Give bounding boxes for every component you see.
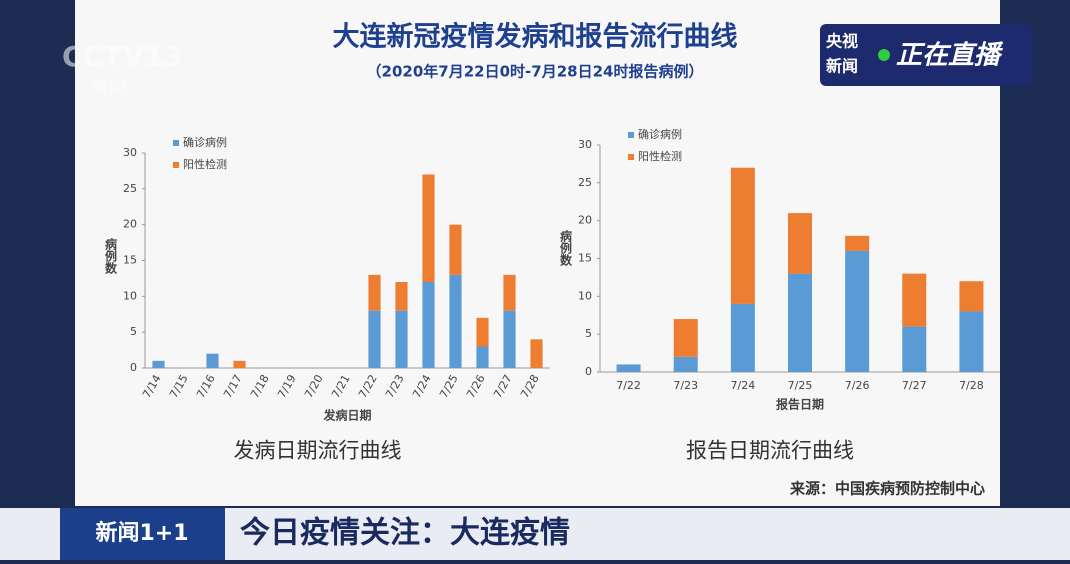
y-tick-label: 30 <box>578 138 592 151</box>
legend-label: 确诊病例 <box>183 135 227 149</box>
bar-segment <box>422 282 435 368</box>
bar-segment <box>616 364 641 372</box>
legend-swatch <box>173 140 179 146</box>
legend-swatch <box>628 132 634 138</box>
y-tick-label: 10 <box>123 289 137 302</box>
x-tick-label: 7/25 <box>788 379 813 392</box>
y-tick-label: 20 <box>578 214 592 227</box>
live-dot <box>878 49 890 61</box>
program-tag <box>60 508 225 560</box>
legend-swatch <box>173 162 179 168</box>
legend-label: 阳性检测 <box>183 157 227 171</box>
chart-caption: 发病日期流行曲线 <box>234 439 402 463</box>
y-axis-label: 病例数 <box>559 229 573 267</box>
bar-segment <box>503 274 516 311</box>
bar-segment <box>845 235 870 251</box>
bar-segment <box>206 353 219 368</box>
bar-segment <box>503 310 516 368</box>
bar-segment <box>476 346 489 368</box>
live-brand: 央视 <box>826 32 858 51</box>
bar-segment <box>449 274 462 368</box>
live-text: 正在直播 <box>896 41 1004 71</box>
bar-segment <box>673 319 698 357</box>
logo: CCTV13 <box>62 40 183 73</box>
y-tick-label: 15 <box>123 254 137 267</box>
bar-segment <box>959 281 984 312</box>
bar-segment <box>422 174 435 282</box>
bar-segment <box>395 282 408 311</box>
legend-label: 确诊病例 <box>638 127 682 141</box>
slide-subtitle: （2020年7月22日0时-7月28日24时报告病例） <box>367 63 704 81</box>
bar-segment <box>395 310 408 368</box>
x-axis-label: 发病日期 <box>322 408 371 423</box>
bar-segment <box>730 167 755 304</box>
y-axis-label: 病例数 <box>104 237 118 275</box>
bar-segment <box>902 273 927 327</box>
y-tick-label: 0 <box>130 361 137 374</box>
bar-segment <box>530 339 543 368</box>
live-brand: 新闻 <box>826 57 858 76</box>
bar-segment <box>959 311 984 372</box>
bar-segment <box>902 326 927 372</box>
bar-segment <box>845 250 870 372</box>
x-tick-label: 7/28 <box>959 379 984 392</box>
x-tick-label: 7/27 <box>902 379 927 392</box>
bar-segment <box>788 273 812 372</box>
y-tick-label: 5 <box>585 327 592 340</box>
y-tick-label: 10 <box>578 289 592 302</box>
bar-segment <box>368 274 381 311</box>
bar-segment <box>449 224 462 275</box>
bar-segment <box>788 213 812 274</box>
bar-segment <box>368 310 381 368</box>
x-tick-label: 7/23 <box>673 379 698 392</box>
bar-segment <box>730 303 755 372</box>
legend-swatch <box>628 154 634 160</box>
program: 新闻1+1 <box>95 520 188 546</box>
y-tick-label: 25 <box>578 176 592 189</box>
y-tick-label: 0 <box>585 365 592 378</box>
x-tick-label: 7/26 <box>845 379 870 392</box>
chart-caption: 报告日期流行曲线 <box>686 439 854 463</box>
y-tick-label: 30 <box>123 146 137 159</box>
y-tick-label: 25 <box>123 182 137 195</box>
bar-segment <box>233 360 246 368</box>
x-axis-label: 报告日期 <box>776 397 824 412</box>
logo-sub: 新闻 <box>92 78 126 98</box>
x-tick-label: 7/22 <box>616 379 641 392</box>
live-badge <box>820 24 1032 86</box>
legend-label: 阳性检测 <box>638 149 682 163</box>
y-tick-label: 15 <box>578 252 592 265</box>
slide-title: 大连新冠疫情发病和报告流行曲线 <box>333 21 738 53</box>
source: 来源：中国疾病预防控制中心 <box>789 480 985 498</box>
bar-segment <box>476 317 489 347</box>
bar-segment <box>152 360 165 368</box>
x-tick-label: 7/24 <box>731 379 756 392</box>
y-tick-label: 5 <box>130 325 137 338</box>
y-tick-label: 20 <box>123 218 137 231</box>
bar-segment <box>673 356 698 372</box>
banner-text: 今日疫情关注：大连疫情 <box>240 516 570 551</box>
